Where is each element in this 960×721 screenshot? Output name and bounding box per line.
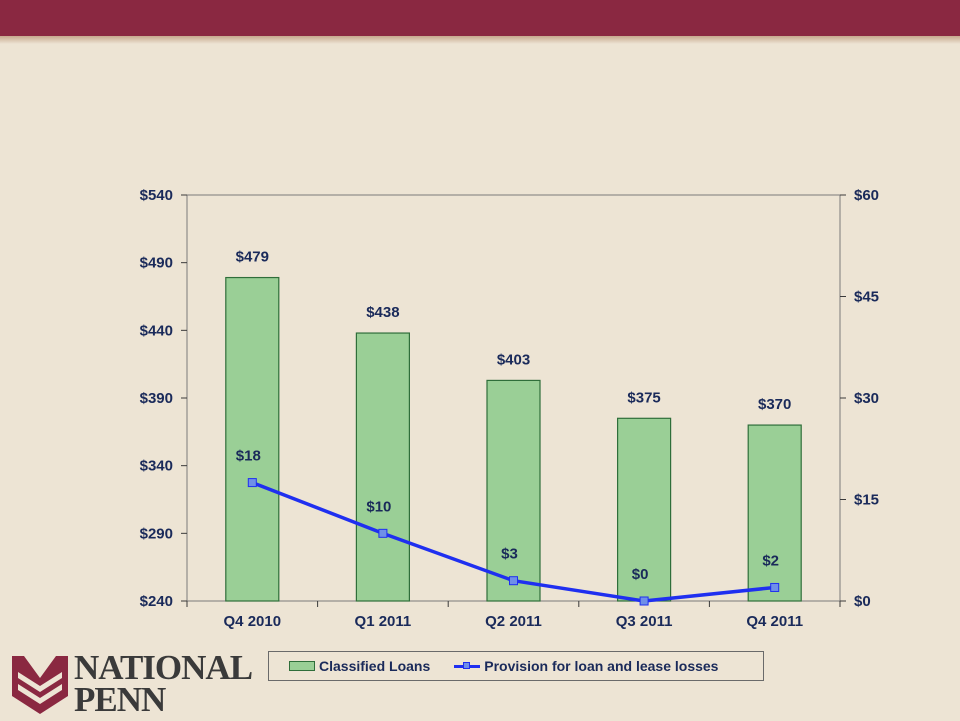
legend-item-provision: Provision for loan and lease losses — [454, 658, 718, 674]
left-y-axis: $540 $490 $440 $390 $340 $290 $240 — [140, 187, 187, 610]
left-tick-label: $340 — [140, 458, 173, 475]
bar-data-label: $375 — [627, 389, 660, 406]
left-tick-label: $290 — [140, 525, 173, 542]
bar-data-label: $370 — [758, 396, 791, 413]
bar — [486, 379, 541, 602]
line-point — [378, 528, 388, 538]
bar-data-label: $403 — [497, 351, 530, 368]
right-tick-label: $15 — [854, 492, 879, 509]
line-data-label: $18 — [236, 448, 261, 465]
line-point — [509, 576, 518, 586]
bar — [747, 424, 802, 602]
national-penn-logo: NATIONAL PENN — [10, 648, 260, 719]
right-tick-label: $0 — [854, 593, 871, 610]
x-tick-label: Q4 2010 — [224, 613, 282, 630]
provision-line: $18 $10 $3 $0 $2 — [236, 448, 780, 606]
legend-label-classified-loans: Classified Loans — [319, 658, 431, 674]
legend-swatch-line — [454, 661, 481, 669]
line-data-label: $2 — [762, 552, 779, 569]
x-tick-label: Q1 2011 — [355, 613, 412, 630]
logo-wordmark: NATIONAL PENN — [74, 648, 253, 719]
header-band-shadow — [0, 36, 960, 44]
x-tick-label: Q2 2011 — [485, 613, 542, 630]
left-tick-label: $240 — [140, 593, 173, 610]
legend-item-classified-loans: Classified Loans — [289, 658, 430, 674]
right-tick-label: $60 — [854, 187, 879, 204]
logo-line1: NATIONAL — [74, 648, 253, 687]
left-tick-label: $440 — [140, 322, 173, 339]
tulip-logo-icon — [12, 656, 68, 714]
bar — [225, 276, 280, 602]
bar — [355, 332, 410, 602]
bar-data-label: $479 — [236, 249, 269, 266]
line-point — [770, 582, 780, 592]
line-data-label: $0 — [632, 566, 649, 583]
legend-swatch-bar — [289, 661, 315, 671]
x-axis: Q4 2010 Q1 2011 Q2 2011 Q3 2011 Q4 2011 — [186, 601, 841, 630]
logo-line2: PENN — [74, 680, 166, 719]
chart-legend: Classified Loans Provision for loan and … — [268, 651, 764, 681]
line-point — [639, 596, 649, 606]
right-tick-label: $45 — [854, 289, 879, 306]
left-tick-label: $540 — [140, 187, 173, 204]
line-point — [247, 478, 257, 488]
classified-loans-bars: $479 $438 $403 $375 $370 — [225, 249, 802, 602]
line-data-label: $10 — [366, 498, 391, 515]
right-y-axis: $60 $45 $30 $15 $0 — [840, 187, 879, 610]
x-tick-label: Q4 2011 — [746, 613, 803, 630]
legend-label-provision: Provision for loan and lease losses — [484, 658, 719, 674]
left-tick-label: $490 — [140, 255, 173, 272]
left-tick-label: $390 — [140, 390, 173, 407]
line-data-label: $3 — [501, 546, 518, 563]
x-tick-label: Q3 2011 — [616, 613, 673, 630]
right-tick-label: $30 — [854, 390, 879, 407]
header-band — [0, 0, 960, 36]
bar-data-label: $438 — [366, 304, 399, 321]
